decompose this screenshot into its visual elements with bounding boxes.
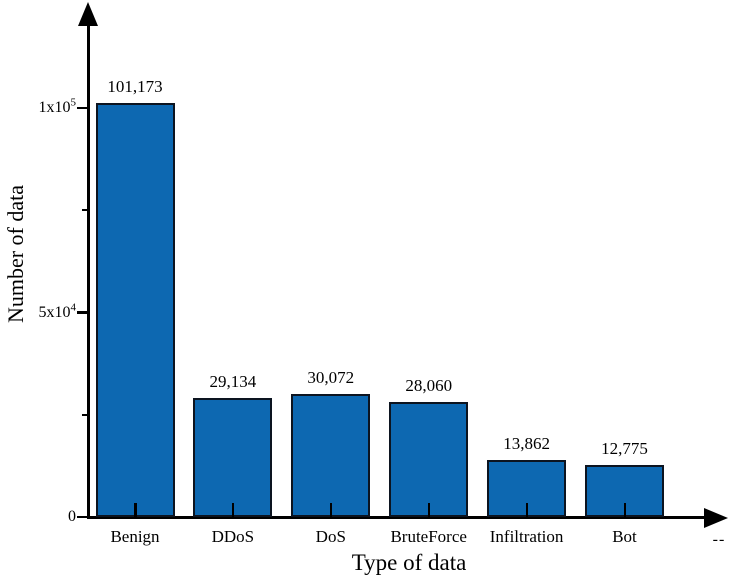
x-category-label: BruteForce <box>390 527 467 546</box>
bar-value-label: 28,060 <box>405 376 453 395</box>
y-tick-label-base: 5x10 <box>38 303 71 321</box>
x-category-label: Benign <box>110 527 160 546</box>
bar-value-label: 101,173 <box>107 77 163 96</box>
y-tick-label-exponent: 4 <box>70 301 77 314</box>
x-axis-end-label: -- <box>712 531 726 548</box>
y-tick-major <box>77 515 88 519</box>
bar <box>95 103 175 517</box>
bar-value-label: 30,072 <box>307 368 355 387</box>
x-category-label: DoS <box>315 527 346 546</box>
bar <box>291 394 371 517</box>
y-tick-minor <box>82 209 88 212</box>
x-axis-arrow-icon <box>704 508 728 528</box>
y-tick-label-base: 0 <box>68 508 76 525</box>
y-tick-major <box>77 106 88 110</box>
y-tick-major <box>77 311 88 314</box>
x-tick <box>623 503 626 517</box>
y-tick-label: 1x105 <box>16 96 77 118</box>
bar <box>389 402 469 517</box>
x-tick <box>427 503 431 517</box>
y-tick-label-base: 1x10 <box>38 99 71 116</box>
y-axis-line <box>87 8 90 519</box>
y-tick-label-exponent: 5 <box>70 96 77 109</box>
x-tick <box>134 503 137 517</box>
y-tick-label: 0 <box>16 507 76 527</box>
x-tick <box>525 503 529 517</box>
x-axis-title: Type of data <box>351 550 467 575</box>
x-tick <box>329 503 333 517</box>
bar <box>193 398 273 517</box>
x-category-label: DDoS <box>211 527 255 546</box>
y-tick-label: 5x104 <box>16 301 77 323</box>
x-axis-line <box>87 516 708 519</box>
bar-value-label: 12,775 <box>601 439 648 458</box>
y-axis-title: Number of data <box>3 184 28 324</box>
y-axis-arrow-icon <box>78 2 98 26</box>
bar-value-label: 13,862 <box>503 434 550 453</box>
y-tick-minor <box>82 413 88 416</box>
x-category-label: Infiltration <box>489 527 564 546</box>
x-category-label: Bot <box>612 527 637 546</box>
x-tick <box>231 503 235 517</box>
bar-value-label: 29,134 <box>209 372 257 391</box>
